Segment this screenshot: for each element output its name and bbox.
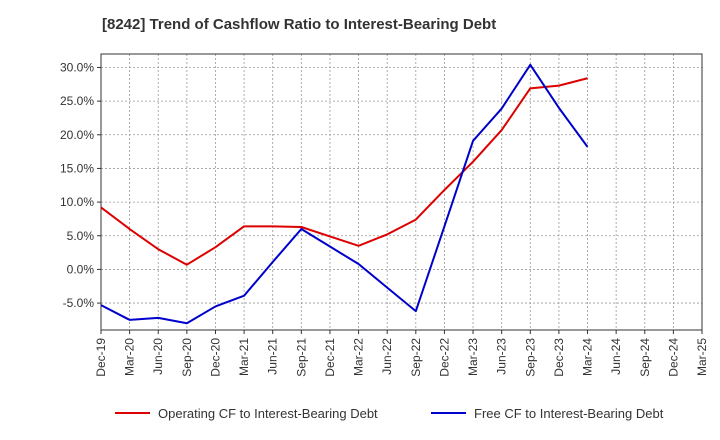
- x-tick-label: Jun-21: [266, 338, 280, 375]
- legend-label-free-cf: Free CF to Interest-Bearing Debt: [474, 406, 664, 421]
- series-line-1: [100, 63, 589, 325]
- x-axis: Dec-19 Mar-20 Jun-20 Sep-20 Dec-20 Mar-21 Jun-…: [94, 330, 709, 377]
- x-tick-label: Sep-23: [523, 338, 537, 377]
- y-tick-label: 25.0%: [60, 94, 94, 108]
- x-tick-label: Dec-21: [323, 338, 337, 377]
- y-tick-label: 10.0%: [60, 195, 94, 209]
- x-tick-label: Jun-22: [380, 338, 394, 375]
- y-tick-label: 15.0%: [60, 161, 94, 175]
- legend: Operating CF to Interest-Bearing Debt Fr…: [115, 406, 664, 421]
- grid-lines: [101, 54, 702, 330]
- x-tick-label: Jun-20: [151, 338, 165, 375]
- x-tick-label: Jun-24: [609, 338, 623, 375]
- chart-title: [8242] Trend of Cashflow Ratio to Intere…: [102, 16, 496, 33]
- x-tick-label: Dec-24: [666, 338, 680, 377]
- y-tick-label: 20.0%: [60, 128, 94, 142]
- x-tick-label: Dec-19: [94, 338, 108, 377]
- x-tick-label: Mar-21: [237, 338, 251, 376]
- x-tick-label: Mar-22: [352, 338, 366, 376]
- x-tick-label: Mar-25: [695, 338, 709, 376]
- y-tick-label: 30.0%: [60, 60, 94, 74]
- x-tick-label: Sep-21: [294, 338, 308, 377]
- legend-label-operating-cf: Operating CF to Interest-Bearing Debt: [158, 406, 378, 421]
- y-tick-label: 5.0%: [67, 229, 95, 243]
- x-tick-label: Jun-23: [495, 338, 509, 375]
- x-tick-label: Sep-24: [638, 338, 652, 377]
- x-tick-label: Dec-20: [208, 338, 222, 377]
- series-line-0: [100, 77, 588, 266]
- x-tick-label: Dec-23: [552, 338, 566, 377]
- x-tick-label: Sep-20: [180, 338, 194, 377]
- x-tick-label: Dec-22: [437, 338, 451, 377]
- plot-frame: [100, 53, 703, 331]
- series-layer: [100, 63, 589, 325]
- y-axis: -5.0% 0.0% 5.0% 10.0% 15.0% 20.0% 25.0% 30.0%: [60, 60, 101, 310]
- y-tick-label: 0.0%: [67, 262, 95, 276]
- x-tick-label: Mar-23: [466, 338, 480, 376]
- x-tick-label: Sep-22: [409, 338, 423, 377]
- x-tick-label: Mar-24: [581, 338, 595, 376]
- x-tick-label: Mar-20: [123, 338, 137, 376]
- y-tick-label: -5.0%: [63, 296, 95, 310]
